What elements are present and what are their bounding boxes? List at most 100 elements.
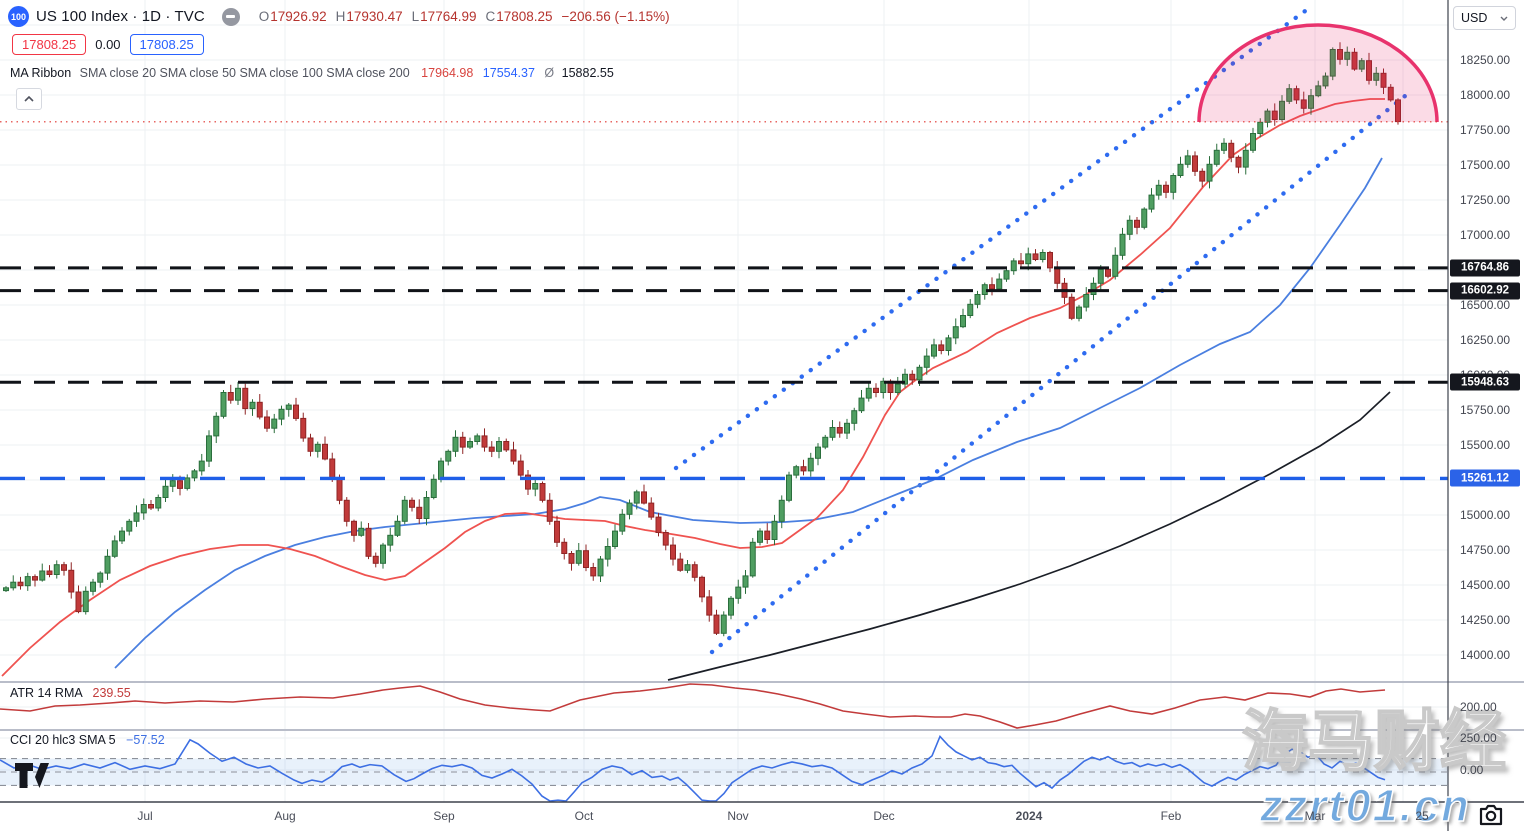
candle-body [539,483,546,501]
candle-body [32,576,38,581]
candle-body [242,387,249,410]
candle-body [894,383,901,394]
candle-body [670,544,676,560]
candle-body [82,590,89,613]
candle-body [271,418,278,429]
time-axis-label: Aug [274,809,296,823]
candle-body [662,532,669,546]
collapse-legend-button[interactable] [16,88,42,110]
candle-body [1025,253,1032,265]
candle-body [61,564,67,571]
time-axis-label: 2024 [1015,809,1043,823]
price-axis-label: 15500.00 [1460,438,1511,452]
price-axis-label: 17750.00 [1460,123,1511,137]
time-axis-label: 25 [1415,809,1429,823]
candle-body [1192,155,1198,172]
candle-body [220,392,227,417]
candle-body [648,502,655,518]
candle-body [1271,110,1278,120]
ma-ribbon-params: SMA close 20 SMA close 50 SMA close 100 … [79,66,410,80]
trend-channel-dotted-line [709,93,1408,655]
atr-legend[interactable]: ATR 14 RMA 239.55 [10,686,131,700]
candle-body [619,513,626,532]
candle-body [198,460,205,472]
candle-body [300,417,307,439]
candle-body [177,480,183,489]
chevron-up-icon [24,96,34,102]
candle-body [162,485,169,498]
ma20-value: 17964.98 [421,66,474,80]
buy-price-box[interactable]: 17808.25 [129,34,204,55]
candle-body [68,569,75,593]
candle-body [1257,121,1264,135]
candle-body [568,553,575,564]
candle-body [641,491,647,504]
candle-body [322,443,328,460]
candle-body [97,572,104,583]
time-axis-label: Mar [1304,809,1326,823]
symbol-title[interactable]: US 100 Index · 1D · TVC [36,8,205,25]
sell-price-box[interactable]: 17808.25 [12,34,87,55]
candle-body [46,570,53,575]
cci-legend[interactable]: CCI 20 hlc3 SMA 5 −57.52 [10,733,165,747]
open-value: 17926.92 [270,9,327,24]
candle-body [699,576,705,598]
candle-body [213,415,220,437]
candle-body [17,581,24,587]
low-value: 17764.99 [420,9,477,24]
candle-body [974,294,981,305]
candle-body [902,373,908,385]
candle-body [1242,149,1249,168]
candle-body [1177,163,1184,177]
candle-body [829,427,836,438]
candle-body [590,567,597,577]
candle-body [1039,252,1046,260]
ma-ribbon-legend[interactable]: MA Ribbon SMA close 20 SMA close 50 SMA … [10,66,614,80]
price-tag-label: 15261.12 [1450,469,1520,487]
candle-body [1308,95,1314,109]
close-value: 17808.25 [496,9,553,24]
candle-body [1250,133,1256,151]
candle-body [815,446,821,459]
candle-body [1213,149,1220,165]
time-axis-label: Nov [727,809,749,823]
candle-body [575,550,582,564]
candle-body [713,614,720,634]
candle-body [104,555,111,574]
candle-body [1293,88,1300,101]
candle-body [1221,142,1227,151]
watermark-domain-text: zzrt01.cn [1259,779,1471,831]
candle-body [720,614,727,634]
candle-body [256,401,263,418]
atr-title: ATR 14 RMA [10,686,83,700]
candle-body [329,458,336,480]
cci-axis-label: 250.00 [1460,731,1497,745]
candle-body [546,499,553,522]
candle-body [365,527,372,557]
candle-body [1329,49,1336,77]
currency-selector[interactable]: USD [1453,6,1516,30]
candle-body [336,478,343,501]
candle-body [952,326,959,339]
candle-body [496,441,502,452]
candle-body [416,506,423,519]
tradingview-logo[interactable] [14,762,50,790]
sma200-line [667,391,1391,681]
candle-body [1032,253,1039,260]
price-tag-label: 16602.92 [1450,282,1520,300]
candle-body [960,315,966,328]
sma20-line [1,98,1385,677]
candle-body [488,446,495,452]
candle-body [155,497,162,509]
candle-body [996,278,1003,290]
camera-icon[interactable] [1477,804,1504,827]
symbol-legend[interactable]: 100 US 100 Index · 1D · TVC O17926.92 H1… [8,6,670,27]
candle-body [807,457,814,472]
candle-body [278,408,285,420]
candle-body [1163,184,1169,193]
hide-indicator-icon[interactable] [221,7,240,26]
candle-body [1119,233,1126,256]
candle-body [1315,85,1322,97]
